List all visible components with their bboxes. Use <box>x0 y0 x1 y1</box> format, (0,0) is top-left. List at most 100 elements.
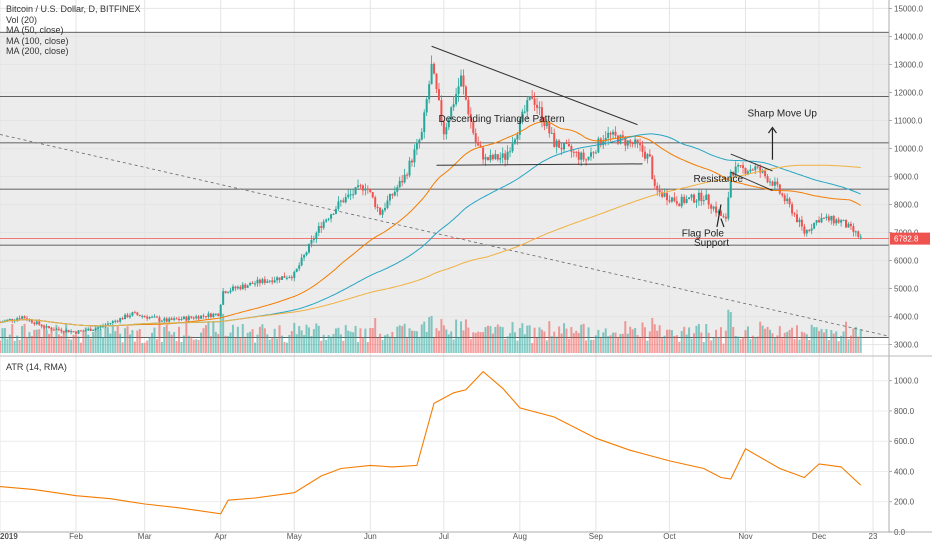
candle-body <box>688 197 691 200</box>
volume-bar <box>418 337 421 353</box>
volume-bar <box>124 328 127 353</box>
atr-y-tick-label: 0.0 <box>894 528 906 537</box>
volume-bar <box>589 339 592 353</box>
volume-bar <box>312 329 315 353</box>
volume-bar <box>357 342 360 353</box>
volume-bar <box>180 341 183 353</box>
candle-body <box>629 140 632 143</box>
candle-body <box>334 208 337 214</box>
volume-bar <box>87 334 90 353</box>
candle-body <box>837 219 840 223</box>
volume-bar <box>609 335 612 353</box>
candle-body <box>435 73 438 90</box>
candle-body <box>371 192 374 198</box>
candle-body <box>746 171 749 174</box>
candle-body <box>504 153 507 160</box>
candle-body <box>217 313 220 317</box>
candle-body <box>450 107 453 120</box>
flag-upper-line <box>730 153 773 172</box>
candle-body <box>303 255 306 258</box>
candle-body <box>293 271 296 278</box>
candle-body <box>717 210 720 213</box>
volume-bar <box>67 338 70 353</box>
volume-bar <box>1 328 4 353</box>
candle-body <box>57 328 60 330</box>
candle-body <box>815 220 818 223</box>
candle-body <box>570 146 573 152</box>
volume-bar <box>388 336 391 353</box>
volume-bar <box>516 340 519 353</box>
candle-body <box>146 316 149 319</box>
candle-body <box>482 147 485 160</box>
volume-bar <box>268 339 271 353</box>
candle-body <box>77 330 80 334</box>
candle-body <box>170 318 173 320</box>
candle-body <box>437 89 440 101</box>
candle-body <box>761 170 764 173</box>
volume-bar <box>756 336 759 353</box>
volume-bar <box>457 337 460 353</box>
volume-bar <box>60 336 63 353</box>
volume-bar <box>673 335 676 353</box>
candle-body <box>565 142 568 144</box>
volume-bar <box>72 334 75 353</box>
candle-body <box>165 318 168 322</box>
volume-bar <box>602 332 605 353</box>
candle-body <box>246 285 249 288</box>
volume-bar <box>109 333 112 353</box>
volume-bar <box>332 333 335 353</box>
volume-bar <box>168 331 171 353</box>
candle-body <box>511 143 514 152</box>
candle-body <box>594 152 597 154</box>
candle-body <box>229 290 232 293</box>
candle-body <box>111 321 114 324</box>
volume-bar <box>543 331 546 353</box>
candle-body <box>138 314 141 317</box>
candle-body <box>21 316 24 319</box>
volume-bar <box>734 335 737 353</box>
volume-bar <box>77 336 80 353</box>
volume-bar <box>202 328 205 353</box>
volume-bar <box>827 340 830 353</box>
candle-body <box>116 320 119 322</box>
volume-bar <box>653 324 656 353</box>
y-tick-label: 9000.0 <box>894 173 919 182</box>
volume-bar <box>666 329 669 353</box>
volume-bar <box>835 331 838 353</box>
candle-body <box>45 326 48 328</box>
volume-bar <box>160 341 163 353</box>
volume-bar <box>639 338 642 353</box>
volume-bar <box>295 334 298 353</box>
volume-bar <box>204 325 207 353</box>
candle-body <box>38 321 41 325</box>
volume-bar <box>94 325 97 353</box>
candle-body <box>697 192 700 201</box>
candle-body <box>832 215 835 224</box>
candle-body <box>722 215 725 217</box>
candle-body <box>540 107 543 122</box>
volume-bar <box>57 334 60 353</box>
candle-body <box>281 276 284 280</box>
volume-bar <box>496 324 499 353</box>
volume-bar <box>52 338 55 353</box>
y-tick-label: 8000.0 <box>894 201 919 210</box>
candle-body <box>433 63 436 74</box>
volume-bar <box>580 324 583 353</box>
candle-body <box>793 213 796 215</box>
volume-bar <box>474 332 477 353</box>
volume-bar <box>70 339 73 353</box>
candle-body <box>491 154 494 160</box>
volume-bar <box>285 342 288 353</box>
volume-bar <box>445 329 448 353</box>
candle-body <box>415 142 418 150</box>
volume-bar <box>722 343 725 353</box>
volume-bar <box>793 338 796 353</box>
candle-body <box>702 200 705 202</box>
volume-bar <box>75 334 78 353</box>
candle-body <box>734 166 737 176</box>
volume-bar <box>501 327 504 353</box>
volume-bar <box>256 334 259 353</box>
volume-bar <box>791 327 794 353</box>
candle-body <box>778 184 781 194</box>
legend-ma100: MA (100, close) <box>6 35 69 46</box>
